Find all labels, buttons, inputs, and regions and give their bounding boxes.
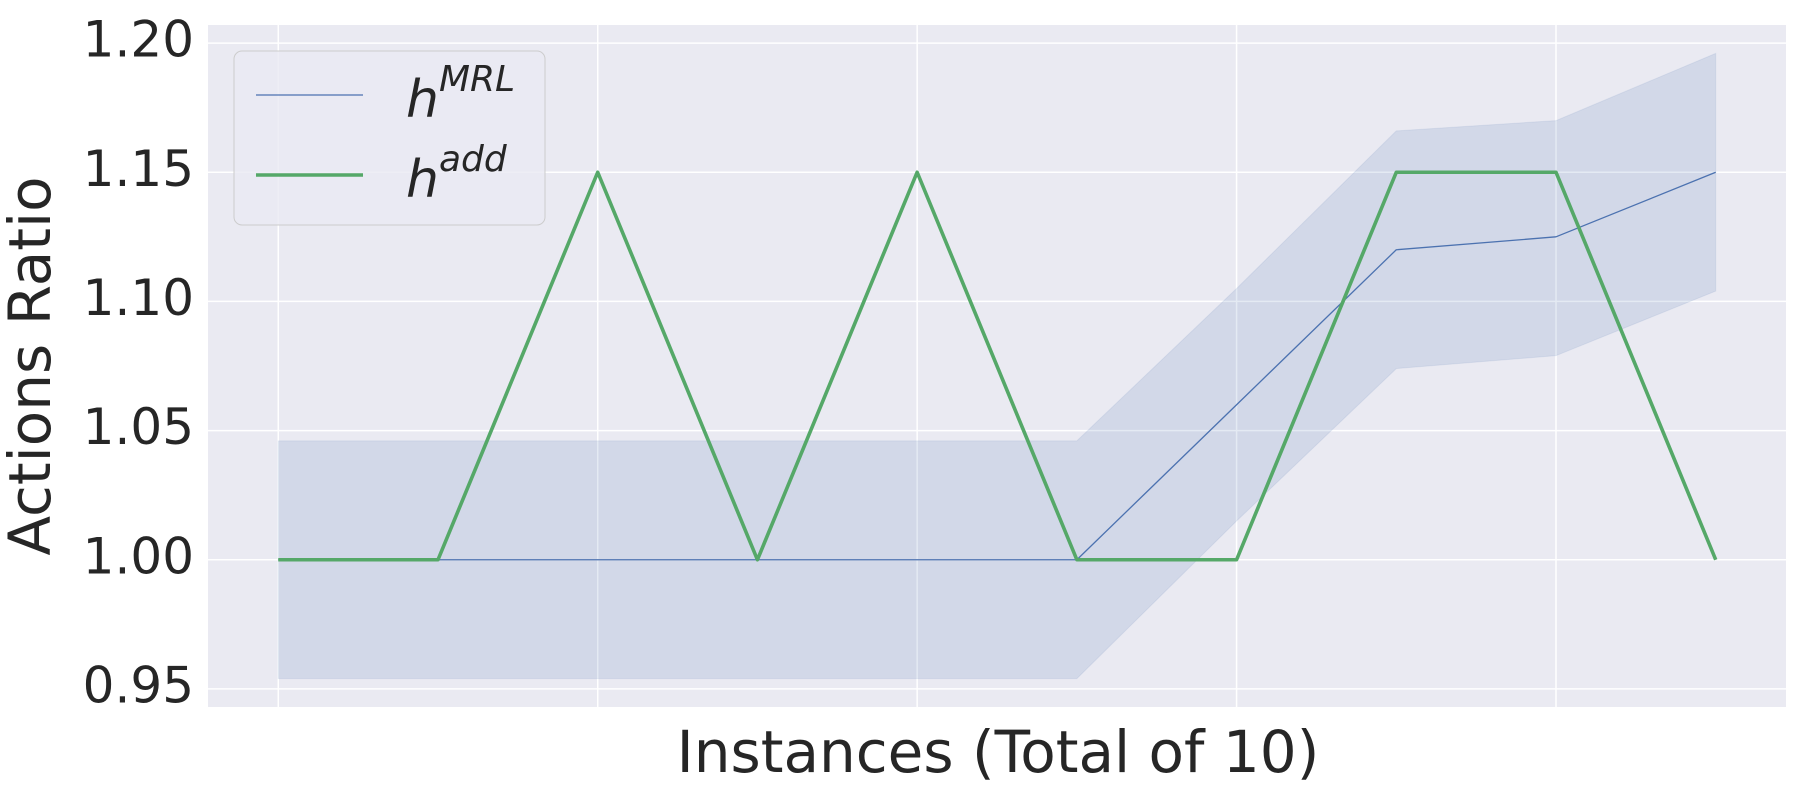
legend-label: hMRL xyxy=(406,59,515,130)
x-axis-label: Instances (Total of 10) xyxy=(677,718,1320,786)
y-tick-label: 1.20 xyxy=(83,11,194,69)
y-tick-label: 0.95 xyxy=(83,656,194,714)
y-tick-label: 1.00 xyxy=(83,527,194,585)
y-tick-label: 1.15 xyxy=(83,140,194,198)
y-axis-label: Actions Ratio xyxy=(0,176,64,555)
legend-label: hadd xyxy=(406,139,508,210)
y-tick-label: 1.05 xyxy=(83,398,194,456)
series-line xyxy=(278,171,1716,561)
y-tick-label: 1.10 xyxy=(83,269,194,327)
series-line xyxy=(278,170,1718,562)
confidence-band xyxy=(277,52,1717,680)
